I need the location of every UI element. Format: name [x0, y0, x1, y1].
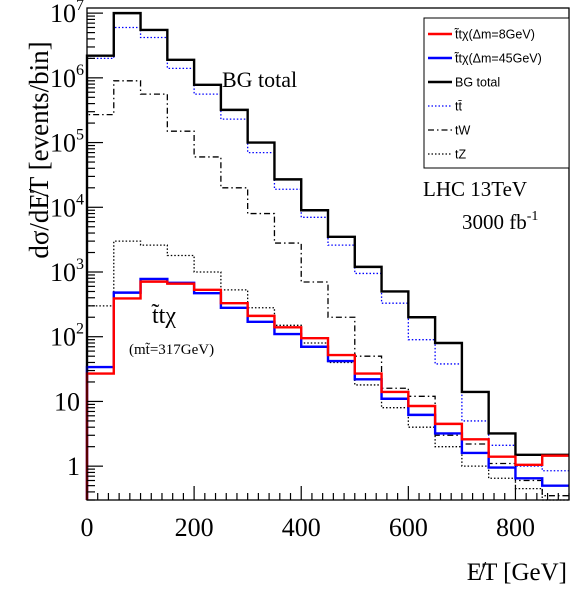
y-tick-label: 10	[54, 387, 80, 416]
legend-box	[423, 17, 570, 169]
legend: t̃tχ(Δm=8GeV) t̃tχ(Δm=45GeV) BG total tt̄ tW…	[423, 17, 570, 169]
y-tick-label: 106	[50, 62, 84, 93]
y-tick-base: 10	[50, 0, 76, 28]
lumi-exponent: -1	[527, 209, 539, 224]
series-layer	[85, 11, 569, 501]
y-tick-base: 10	[50, 258, 76, 287]
legend-label-1: t̃tχ(Δm=45GeV)	[454, 51, 542, 66]
signal-annotation: t̃tχ	[151, 303, 176, 329]
x-axis-title: E̸T [GeV]	[467, 559, 567, 586]
y-tick-label: 105	[50, 127, 84, 158]
series-line-2	[85, 11, 569, 500]
x-tick-label: 800	[496, 513, 535, 542]
x-tick-label: 400	[282, 513, 321, 542]
y-tick-label: 103	[50, 256, 84, 287]
y-tick-label: 107	[50, 0, 84, 28]
legend-label-5: tZ	[455, 148, 466, 162]
y-tick-label: 1	[67, 452, 80, 481]
legend-label-3: tt̄	[455, 100, 462, 114]
y-tick-base: 10	[50, 323, 76, 352]
y-tick-exponent: 4	[76, 191, 84, 208]
mass-annotation: (mt̃=317GeV)	[129, 342, 214, 358]
lumi-text: 3000 fb	[462, 210, 527, 234]
legend-label-4: tW	[455, 124, 470, 138]
y-tick-base: 10	[50, 193, 76, 222]
series-line-0	[85, 280, 569, 500]
y-tick-base: 10	[50, 64, 76, 93]
x-tick-label: 200	[175, 513, 214, 542]
y-tick-label: 104	[50, 191, 84, 222]
legend-label-0: t̃tχ(Δm=8GeV)	[454, 27, 535, 42]
y-tick-base: 10	[50, 129, 76, 158]
y-tick-base: 1	[67, 452, 80, 481]
y-tick-label: 102	[50, 321, 84, 352]
lumi-annotation: 3000 fb-1	[462, 209, 538, 234]
plot-frame	[86, 7, 570, 501]
lhc-annotation: LHC 13TeV	[423, 177, 527, 201]
legend-label-2: BG total	[455, 76, 500, 90]
y-axis-title: dσ/dE̸T [events/bin]	[24, 41, 54, 258]
x-tick-label: 600	[389, 513, 428, 542]
y-tick-exponent: 7	[76, 0, 84, 14]
x-tick-label: 0	[81, 513, 94, 542]
y-tick-exponent: 2	[76, 321, 84, 338]
y-tick-exponent: 6	[76, 62, 84, 79]
bg-total-annotation: BG total	[222, 67, 297, 92]
y-tick-exponent: 5	[76, 127, 84, 144]
y-tick-exponent: 3	[76, 256, 84, 273]
y-tick-base: 10	[54, 387, 80, 416]
